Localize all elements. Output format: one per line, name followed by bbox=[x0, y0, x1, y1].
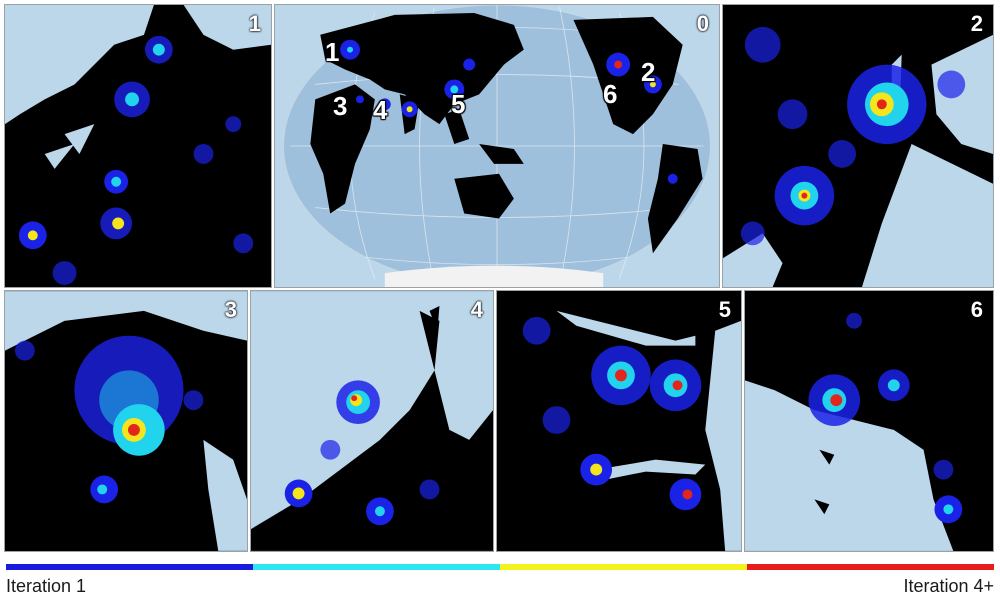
sea-area bbox=[931, 34, 993, 154]
globe-marker-3: 3 bbox=[333, 91, 348, 121]
map-panel-3 bbox=[5, 291, 247, 551]
night-lights bbox=[740, 26, 966, 246]
night-lights bbox=[18, 35, 254, 285]
panel-number: 4 bbox=[470, 297, 483, 322]
legend-end-label: Iteration 4+ bbox=[903, 576, 994, 596]
continent-australia bbox=[454, 173, 514, 219]
continent-africa bbox=[310, 84, 375, 214]
panel-number: 3 bbox=[224, 297, 237, 322]
panel-number: 0 bbox=[696, 11, 709, 36]
night-lights bbox=[808, 312, 963, 524]
iteration-color-bar bbox=[6, 564, 994, 570]
panel-number: 6 bbox=[970, 297, 983, 322]
globe-marker-6: 6 bbox=[603, 79, 618, 109]
panel-2-new-york: 2 bbox=[722, 4, 994, 288]
globe-lights bbox=[340, 39, 678, 184]
panel-6-los-angeles: 6 bbox=[744, 290, 994, 552]
globe-map bbox=[275, 5, 719, 287]
legend-segment-3 bbox=[500, 564, 747, 570]
night-lights bbox=[284, 380, 440, 526]
land-area bbox=[745, 291, 993, 551]
sea-area bbox=[5, 291, 247, 351]
panel-number: 2 bbox=[970, 11, 983, 36]
continent-eurasia bbox=[320, 12, 524, 125]
globe-marker-2: 2 bbox=[641, 57, 656, 87]
globe-marker-5: 5 bbox=[451, 89, 466, 119]
legend-start-label: Iteration 1 bbox=[6, 576, 87, 596]
continent-north-america bbox=[573, 16, 683, 135]
map-panel-6 bbox=[745, 291, 993, 551]
sea-area bbox=[5, 5, 154, 125]
globe-marker-1: 1 bbox=[325, 37, 340, 67]
continent-antarctica bbox=[384, 265, 604, 287]
map-panel-1 bbox=[5, 5, 271, 287]
panel-0-globe: 0 1 3 4 5 6 2 bbox=[274, 4, 720, 288]
legend-segment-2 bbox=[253, 564, 500, 570]
legend-segment-4 bbox=[747, 564, 994, 570]
sea-area bbox=[705, 320, 741, 551]
map-panel-5 bbox=[497, 291, 741, 551]
sea-area-inlet bbox=[183, 5, 271, 50]
panel-number: 5 bbox=[718, 297, 731, 322]
night-lights bbox=[14, 335, 204, 504]
panel-3-nile-delta: 3 bbox=[4, 290, 248, 552]
panel-1-netherlands: 1 bbox=[4, 4, 272, 288]
panel-4-persian-gulf: 4 bbox=[250, 290, 494, 552]
map-panel-4 bbox=[251, 291, 493, 551]
legend-segment-1 bbox=[6, 564, 253, 570]
panel-5-yangtze-delta: 5 bbox=[496, 290, 742, 552]
map-panel-2 bbox=[723, 5, 993, 287]
panel-number: 1 bbox=[248, 11, 261, 36]
night-lights bbox=[522, 316, 702, 511]
continent-south-america bbox=[647, 144, 703, 254]
globe-marker-4: 4 bbox=[373, 95, 388, 125]
